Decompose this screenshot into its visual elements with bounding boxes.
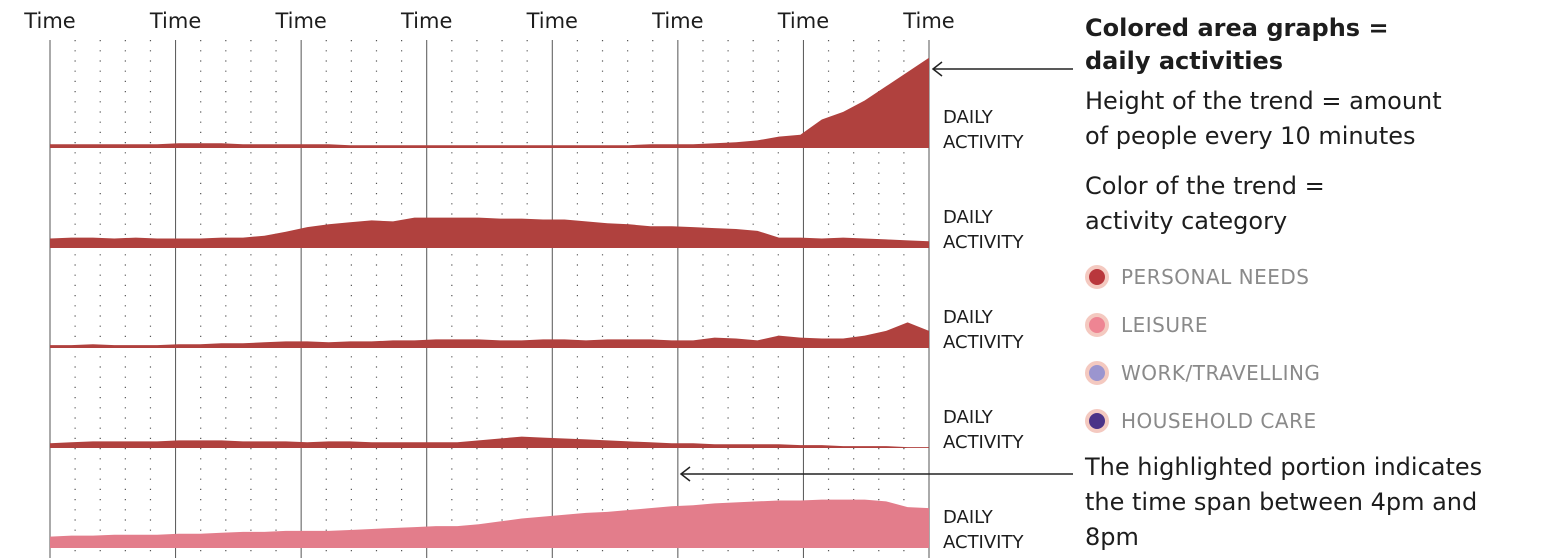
legend-title-line: Colored area graphs = — [1085, 14, 1389, 42]
row-label: ACTIVITY — [943, 332, 1024, 353]
row-labels: DAILY ACTIVITY DAILY ACTIVITY DAILY ACTIVITY D… — [943, 107, 1024, 553]
time-tick-labels: Time Time Time Time Time Time Time Time — [23, 9, 954, 33]
area-series-group — [50, 57, 929, 548]
height-note: Height of the trend = amount of people e… — [1085, 84, 1555, 154]
highlight-note-line: 8pm — [1085, 523, 1139, 551]
row-label: DAILY — [943, 407, 994, 428]
category-household-care: HOUSEHOLD CARE — [1085, 397, 1555, 445]
height-note-line: of people every 10 minutes — [1085, 122, 1416, 150]
time-tick-label: Time — [23, 9, 75, 33]
time-tick-label: Time — [651, 9, 703, 33]
category-label: LEISURE — [1121, 313, 1209, 337]
color-note: Color of the trend = activity category — [1085, 169, 1555, 239]
category-dot — [1085, 265, 1109, 289]
time-tick-label: Time — [274, 9, 326, 33]
category-label: HOUSEHOLD CARE — [1121, 409, 1317, 433]
arrow-head — [931, 61, 943, 77]
time-tick-label: Time — [902, 9, 954, 33]
category-list: PERSONAL NEEDS LEISURE WORK/TRAVELLING H… — [1085, 253, 1555, 445]
time-gridlines — [49, 40, 930, 558]
legend-title: Colored area graphs = daily activities — [1085, 12, 1555, 78]
category-dot — [1085, 361, 1109, 385]
time-tick-label: Time — [149, 9, 201, 33]
row-label: DAILY — [943, 107, 994, 128]
row-label: ACTIVITY — [943, 432, 1024, 453]
area-series — [50, 322, 929, 348]
highlight-note: The highlighted portion indicates the ti… — [1085, 450, 1555, 555]
category-label: PERSONAL NEEDS — [1121, 265, 1310, 289]
time-tick-label: Time — [526, 9, 578, 33]
legend-panel: Colored area graphs = daily activities H… — [1085, 12, 1555, 445]
area-series — [50, 436, 929, 448]
row-label: ACTIVITY — [943, 532, 1024, 553]
arrow-head — [679, 466, 691, 482]
time-tick-label: Time — [400, 9, 452, 33]
area-series — [50, 57, 929, 148]
legend-title-line: daily activities — [1085, 47, 1284, 75]
row-label: DAILY — [943, 307, 994, 328]
category-personal-needs: PERSONAL NEEDS — [1085, 253, 1555, 301]
category-label: WORK/TRAVELLING — [1121, 361, 1321, 385]
row-label: ACTIVITY — [943, 132, 1024, 153]
color-note-line: activity category — [1085, 207, 1288, 235]
area-series — [50, 217, 929, 248]
area-series — [50, 499, 929, 548]
category-work-travelling: WORK/TRAVELLING — [1085, 349, 1555, 397]
category-dot — [1085, 313, 1109, 337]
category-dot — [1085, 409, 1109, 433]
row-label: DAILY — [943, 207, 994, 228]
time-tick-label: Time — [777, 9, 829, 33]
category-leisure: LEISURE — [1085, 301, 1555, 349]
activity-area-chart: Time Time Time Time Time Time Time Time DAILY AC… — [23, 9, 1073, 558]
row-label: ACTIVITY — [943, 232, 1024, 253]
highlight-note-line: The highlighted portion indicates — [1085, 453, 1483, 481]
highlight-note-line: the time span between 4pm and — [1085, 488, 1478, 516]
annotation-arrows — [679, 61, 1073, 482]
row-label: DAILY — [943, 507, 994, 528]
color-note-line: Color of the trend = — [1085, 172, 1325, 200]
height-note-line: Height of the trend = amount — [1085, 87, 1442, 115]
